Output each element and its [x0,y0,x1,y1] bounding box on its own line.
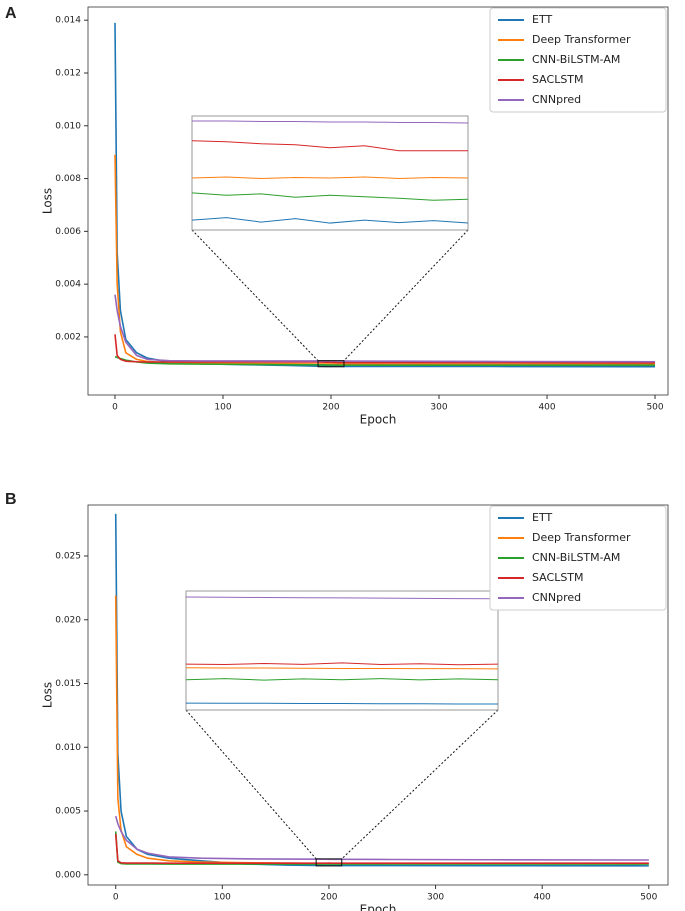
zoom-connector [341,709,499,860]
y-tick-label: 0.014 [55,16,81,26]
zoom-connector [343,229,469,362]
legend: ETT Deep Transformer CNN-BiLSTM-AM SACLSTM C… [489,505,667,611]
loss-line [114,833,649,865]
inset-background [191,115,469,231]
x-tick-label: 400 [538,403,555,413]
chart-panel: A 0 100 200 300 400 500 0.002 0.004 0.006 0.008 0.0… [5,5,669,427]
inset-line [186,702,498,705]
y-tick-label: 0.010 [55,121,81,131]
y-tick-label: 0.008 [55,174,81,184]
legend-label: ETT [532,511,552,524]
x-tick-label: 100 [214,403,231,413]
y-tick-label: 0.010 [55,743,81,753]
plot-frame [87,504,669,886]
y-tick-label: 0.020 [55,615,81,625]
legend-box [489,505,667,611]
y-tick-label: 0.015 [55,679,81,689]
legend: ETT Deep Transformer CNN-BiLSTM-AM SACLSTM C… [489,7,667,113]
x-tick-label: 500 [646,403,663,413]
loss-line [114,294,656,363]
legend-label: CNNpred [532,93,581,106]
inset-lines [186,596,498,705]
legend-label: Deep Transformer [532,531,631,544]
legend-label: CNN-BiLSTM-AM [532,551,620,564]
x-tick-label: 300 [430,403,447,413]
x-axis-label: Epoch [360,413,397,427]
x-tick-label: 0 [112,403,118,413]
y-tick-label: 0.002 [55,332,81,342]
loss-line [114,815,649,861]
chart-panel: B 0 100 200 300 400 500 0.000 0.005 0.010 0.015 0.0… [5,491,669,911]
panel-label: B [5,491,17,508]
zoom-box [315,858,343,867]
y-tick-label: 0.004 [55,280,81,290]
x-tick-label: 500 [640,893,657,903]
x-tick-label: 300 [427,893,444,903]
x-tick-label: 200 [320,893,337,903]
plot-frame [87,6,669,396]
inset-line [192,120,468,124]
zoom-connector [185,709,317,860]
y-tick-label: 0.012 [55,68,81,78]
loss-line [114,831,649,865]
x-tick-label: 0 [113,893,119,903]
x-tick-label: 200 [322,403,339,413]
y-tick-label: 0.025 [55,552,81,562]
inset-line [186,662,498,666]
loss-line [114,334,656,364]
inset-line [192,192,468,201]
inset-lines [192,120,468,224]
x-axis-label: Epoch [360,903,397,911]
zoom-connector [191,229,319,362]
inset-line [186,596,498,600]
y-tick-label: 0.005 [55,807,81,817]
inset-line [192,217,468,224]
inset-background [185,590,499,711]
y-axis-label: Loss [41,682,55,708]
legend-label: CNNpred [532,591,581,604]
legend-label: CNN-BiLSTM-AM [532,53,620,66]
x-tick-label: 400 [534,893,551,903]
loss-line [114,154,656,365]
legend-label: SACLSTM [532,73,584,86]
inset-line [192,176,468,179]
y-axis-label: Loss [41,188,55,214]
inset-line [186,678,498,681]
inset-line [186,667,498,670]
panel-label: A [5,5,17,22]
legend-box [489,7,667,113]
inset-line [192,140,468,152]
y-tick-label: 0.006 [55,227,81,237]
zoom-box [317,360,345,368]
legend-label: ETT [532,13,552,26]
legend-label: Deep Transformer [532,33,631,46]
legend-label: SACLSTM [532,571,584,584]
x-tick-label: 100 [214,893,231,903]
y-tick-label: 0.000 [55,870,81,880]
